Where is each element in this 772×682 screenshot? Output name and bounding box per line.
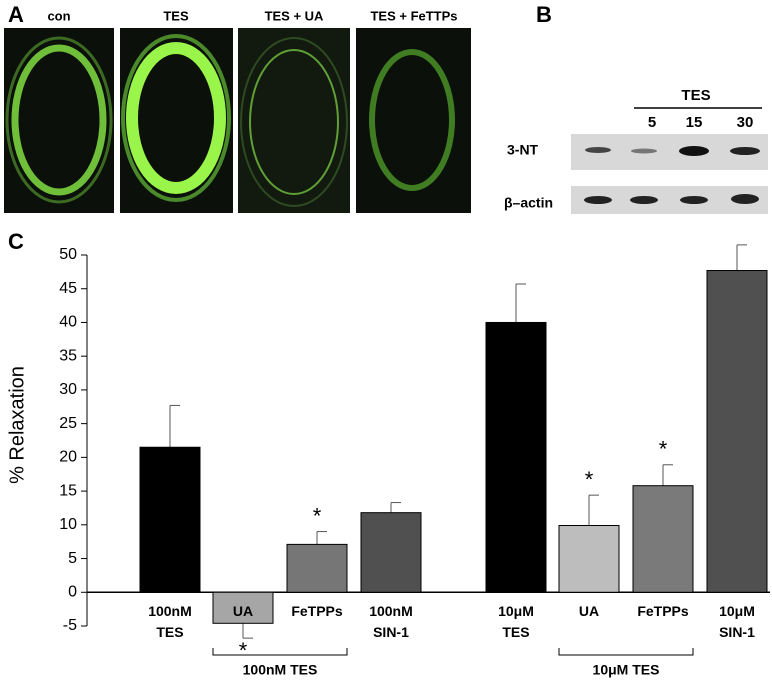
- lane-label: 5: [648, 114, 656, 131]
- micrograph-label: con: [47, 8, 70, 23]
- panel-letter: C: [8, 229, 24, 254]
- y-tick-label: 20: [59, 449, 77, 466]
- x-tick-label: UA: [233, 603, 253, 619]
- bar: [485, 321, 547, 593]
- significance-star: *: [585, 467, 594, 492]
- blot-band: [679, 146, 709, 156]
- y-tick-label: 35: [59, 347, 77, 364]
- blot-band: [630, 196, 658, 204]
- y-tick-label: 30: [59, 381, 77, 398]
- micrograph-label: TES: [163, 8, 189, 23]
- micrograph: [4, 28, 114, 213]
- y-tick-label: 45: [59, 280, 77, 297]
- y-tick-label: 50: [59, 246, 77, 263]
- panel-letter: B: [536, 2, 552, 27]
- vessel-ring: [121, 34, 231, 202]
- bar: [139, 446, 201, 593]
- vessel-ring: [240, 37, 348, 207]
- group-bracket: [212, 648, 348, 656]
- y-tick-label: 10: [59, 516, 77, 533]
- x-tick-label: UA: [579, 603, 599, 619]
- x-tick-label: FeTPPs: [291, 603, 343, 619]
- y-tick-label: 5: [68, 550, 77, 567]
- bar: [212, 591, 274, 624]
- blot-row-label: β–actin: [504, 195, 553, 211]
- significance-star: *: [239, 638, 248, 663]
- group-bracket: [558, 648, 694, 656]
- vessel-ring: [126, 42, 226, 194]
- x-tick-label: 10μM SIN-1: [719, 603, 755, 640]
- blot-band: [585, 147, 611, 153]
- lane-label: 15: [686, 114, 703, 131]
- blot-band: [680, 196, 708, 204]
- group-label: 100nM TES: [243, 662, 318, 678]
- bar: [558, 524, 620, 593]
- vessel-ring: [11, 44, 107, 196]
- micrograph: [238, 28, 350, 213]
- blot-band: [730, 147, 760, 155]
- y-tick-label: -5: [63, 617, 77, 634]
- y-axis-title: % Relaxation: [6, 366, 28, 484]
- significance-star: *: [659, 437, 668, 462]
- vessel-ring: [5, 36, 113, 204]
- blot-band: [584, 196, 612, 204]
- significance-star: *: [313, 503, 322, 528]
- micrograph-label: TES + UA: [265, 8, 324, 23]
- bar: [360, 512, 422, 593]
- blot-row-label: 3-NT: [507, 142, 539, 158]
- x-tick-label: FeTPPs: [637, 603, 689, 619]
- vessel-ring: [369, 49, 455, 191]
- x-tick-label: 10μM TES: [498, 603, 534, 640]
- vessel-ring: [249, 49, 339, 195]
- blot-band: [631, 148, 657, 154]
- bar: [706, 270, 768, 593]
- micrograph-label: TES + FeTTPs: [370, 8, 457, 23]
- x-tick-label: 100nM SIN-1: [369, 603, 413, 640]
- lane-label: 30: [737, 114, 754, 131]
- bar: [286, 543, 348, 593]
- western-blot: TES 5 15 30 3-NT β–actin: [504, 87, 768, 214]
- group-label: 10μM TES: [593, 662, 660, 678]
- blot-group-label: TES: [681, 87, 710, 104]
- y-tick-label: 0: [68, 583, 77, 600]
- blot-band: [731, 194, 759, 204]
- y-tick-label: 15: [59, 482, 77, 499]
- micrographs: [4, 28, 471, 213]
- x-tick-label: 100nM TES: [148, 603, 192, 640]
- y-tick-label: 25: [59, 415, 77, 432]
- bar: [632, 485, 694, 593]
- y-tick-label: 40: [59, 314, 77, 331]
- panel-letter: A: [8, 2, 24, 27]
